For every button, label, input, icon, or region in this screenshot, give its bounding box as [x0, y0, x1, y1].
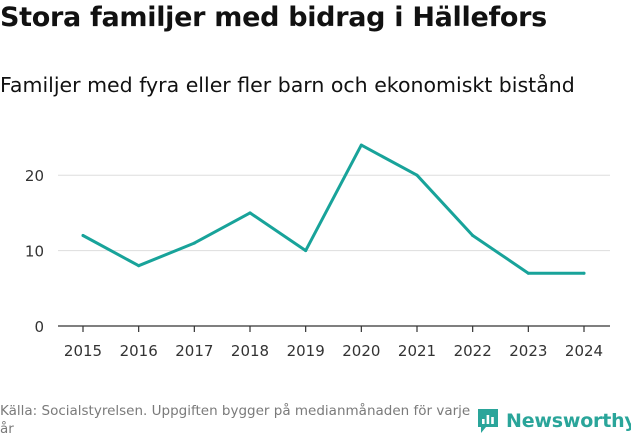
x-tick-label-2024: 2024	[565, 342, 603, 360]
y-tick-label-0: 0	[34, 318, 44, 336]
x-tick-label-2016: 2016	[120, 342, 158, 360]
chart-title: Stora familjer med bidrag i Hällefors	[0, 2, 547, 33]
line-chart: 0 10 20 2015 2016 2017 2018 2019 2020 2021 2022 202…	[25, 143, 610, 360]
x-tick-label-2020: 2020	[342, 342, 380, 360]
x-tick-label-2021: 2021	[398, 342, 436, 360]
brand-name: Newsworthy	[506, 410, 631, 432]
data-point-2022	[471, 234, 475, 238]
x-tick-label-2023: 2023	[509, 342, 547, 360]
x-tick-label-2018: 2018	[231, 342, 269, 360]
data-point-2021	[415, 173, 419, 177]
newsworthy-logo-icon	[478, 409, 498, 433]
data-point-2018	[248, 211, 252, 215]
data-point-2019	[304, 249, 308, 253]
y-tick-label-20: 20	[25, 167, 44, 185]
data-point-2017	[192, 241, 196, 245]
data-point-2024	[582, 271, 586, 275]
brand-logo: Newsworthy	[476, 408, 631, 434]
data-point-2016	[137, 264, 141, 268]
x-tick-label-2017: 2017	[175, 342, 213, 360]
chart-subtitle: Familjer med fyra eller fler barn och ek…	[0, 73, 575, 97]
series-line	[81, 143, 586, 275]
data-point-2020	[359, 143, 363, 147]
x-tick-label-2015: 2015	[64, 342, 102, 360]
data-point-2015	[81, 234, 85, 238]
x-tick-label-2019: 2019	[287, 342, 325, 360]
data-point-2023	[526, 271, 530, 275]
y-tick-label-10: 10	[25, 243, 44, 261]
source-note: Källa: Socialstyrelsen. Uppgiften bygger…	[0, 403, 471, 437]
x-tick-label-2022: 2022	[454, 342, 492, 360]
